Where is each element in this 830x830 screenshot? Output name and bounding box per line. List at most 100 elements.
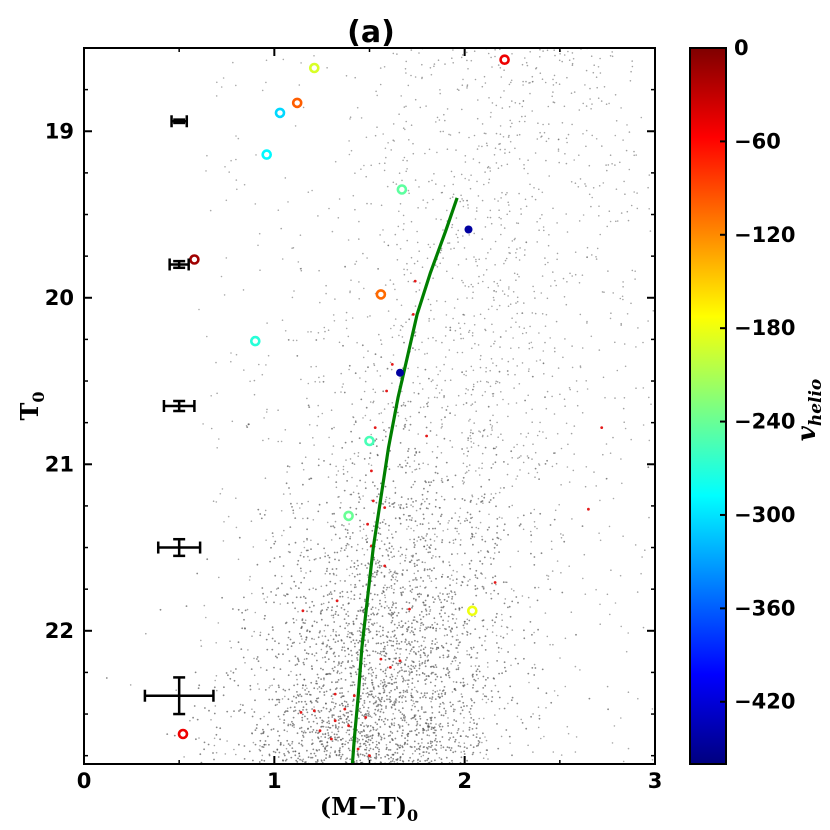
field-star-point bbox=[510, 450, 513, 453]
field-star-point bbox=[338, 559, 340, 562]
field-star-point bbox=[525, 727, 528, 730]
field-star-point bbox=[376, 652, 379, 654]
field-star-point bbox=[499, 279, 502, 282]
field-star-point bbox=[333, 526, 336, 529]
field-star-point bbox=[282, 653, 284, 656]
field-star-point bbox=[362, 611, 364, 613]
field-star-point bbox=[446, 667, 449, 669]
field-star-point bbox=[296, 663, 299, 666]
field-star-point bbox=[424, 152, 426, 155]
field-star-point bbox=[495, 634, 498, 637]
field-star-point bbox=[442, 714, 445, 717]
field-star-point bbox=[396, 675, 399, 677]
field-star-point bbox=[598, 532, 600, 534]
field-star-point bbox=[615, 220, 617, 223]
member-star-point bbox=[371, 499, 375, 503]
field-star-point bbox=[341, 745, 344, 748]
field-star-point bbox=[355, 618, 357, 620]
field-star-point bbox=[393, 761, 396, 763]
field-star-point bbox=[431, 647, 434, 650]
field-star-point bbox=[428, 180, 430, 183]
field-star-point bbox=[263, 743, 266, 746]
field-star-point bbox=[490, 563, 492, 565]
field-star-point bbox=[322, 595, 325, 598]
field-star-point bbox=[435, 218, 438, 220]
field-star-point bbox=[364, 735, 366, 737]
field-star-point bbox=[459, 544, 462, 546]
field-star-point bbox=[486, 528, 489, 531]
field-star-point bbox=[516, 312, 518, 315]
field-star-point bbox=[304, 715, 306, 718]
field-star-point bbox=[451, 226, 453, 229]
field-star-point bbox=[395, 700, 398, 702]
field-star-point bbox=[531, 375, 534, 378]
field-star-point bbox=[349, 566, 352, 569]
field-star-point bbox=[412, 700, 415, 702]
field-star-point bbox=[551, 570, 554, 572]
field-star-point bbox=[407, 450, 409, 452]
field-star-point bbox=[372, 650, 374, 653]
field-star-point bbox=[481, 535, 483, 538]
field-star-point bbox=[416, 230, 418, 233]
field-star-point bbox=[373, 485, 376, 487]
field-star-point bbox=[295, 619, 298, 621]
field-star-point bbox=[553, 690, 556, 692]
field-star-point bbox=[463, 753, 466, 755]
field-star-point bbox=[408, 318, 411, 321]
field-star-point bbox=[450, 663, 452, 665]
field-star-point bbox=[484, 540, 487, 543]
field-star-point bbox=[274, 751, 277, 754]
field-star-point bbox=[320, 667, 322, 670]
field-star-point bbox=[481, 123, 484, 125]
field-star-point bbox=[519, 523, 522, 526]
field-star-point bbox=[212, 500, 215, 503]
field-star-point bbox=[528, 368, 530, 370]
field-star-point bbox=[438, 555, 441, 558]
field-star-point bbox=[464, 472, 467, 475]
field-star-point bbox=[451, 660, 454, 663]
field-star-point bbox=[375, 438, 378, 440]
field-star-point bbox=[475, 594, 478, 597]
field-star-point bbox=[384, 723, 386, 726]
field-star-point bbox=[357, 731, 360, 733]
field-star-point bbox=[487, 181, 490, 184]
field-star-point bbox=[481, 467, 483, 470]
field-star-point bbox=[430, 557, 433, 559]
field-star-point bbox=[203, 741, 206, 744]
field-star-point bbox=[466, 634, 469, 636]
field-star-point bbox=[414, 480, 416, 483]
field-star-point bbox=[392, 644, 395, 647]
field-star-point bbox=[287, 750, 289, 753]
field-star-point bbox=[243, 369, 245, 371]
field-star-point bbox=[605, 164, 607, 166]
field-star-point bbox=[287, 648, 289, 651]
field-star-point bbox=[553, 347, 556, 349]
field-star-point bbox=[235, 158, 237, 161]
field-star-point bbox=[305, 708, 308, 711]
field-star-point bbox=[279, 668, 282, 670]
field-star-point bbox=[280, 575, 283, 578]
field-star-point bbox=[311, 756, 314, 759]
field-star-point bbox=[381, 696, 383, 699]
field-star-point bbox=[270, 546, 272, 549]
field-star-point bbox=[481, 495, 483, 498]
field-star-point bbox=[409, 514, 411, 517]
field-star-point bbox=[448, 592, 451, 595]
field-star-point bbox=[264, 509, 267, 512]
field-star-point bbox=[400, 734, 403, 737]
field-star-point bbox=[476, 577, 479, 580]
field-star-point bbox=[343, 714, 346, 717]
field-star-point bbox=[511, 100, 513, 102]
field-star-point bbox=[431, 741, 434, 743]
field-star-point bbox=[391, 575, 393, 577]
field-star-point bbox=[473, 536, 476, 538]
field-star-point bbox=[495, 162, 498, 164]
field-star-point bbox=[413, 546, 416, 549]
field-star-point bbox=[299, 507, 301, 509]
field-star-point bbox=[391, 723, 393, 726]
field-star-point bbox=[539, 56, 541, 58]
colorbar-tick-label: −60 bbox=[734, 129, 781, 153]
field-star-point bbox=[566, 231, 569, 233]
field-star-point bbox=[407, 498, 410, 500]
field-star-point bbox=[491, 582, 493, 585]
